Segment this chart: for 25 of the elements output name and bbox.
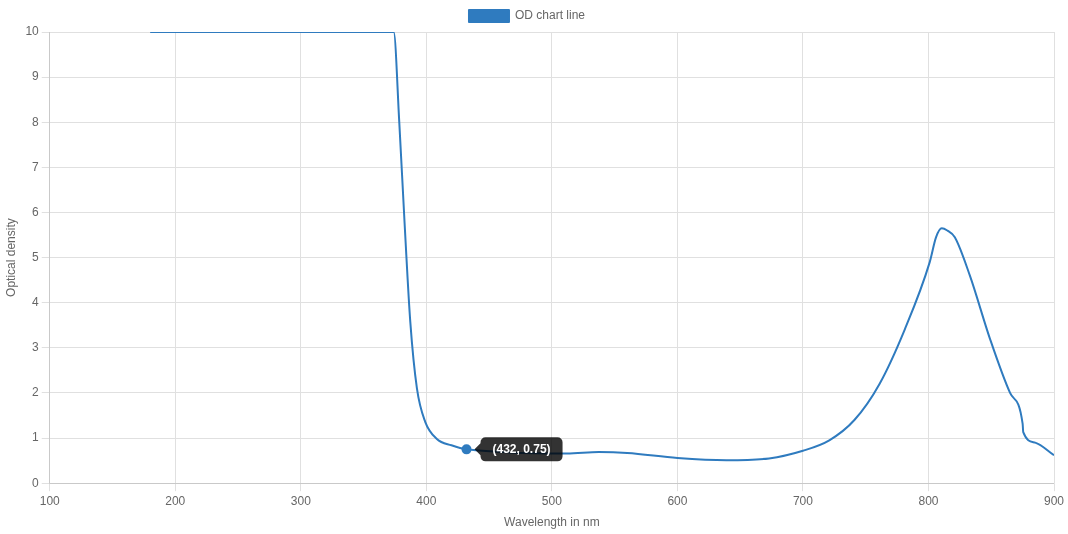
y-tick-label: 8 [32, 114, 40, 129]
x-tick-label: 700 [792, 493, 814, 508]
x-tick-label: 100 [39, 493, 61, 508]
x-tick-label: 800 [918, 493, 939, 508]
x-tick-label: 300 [290, 493, 312, 508]
y-tick-label: 2 [32, 385, 40, 400]
y-tick-label: 9 [32, 69, 40, 84]
x-tick-label: 500 [541, 493, 563, 508]
annotation: (432, 0.75) [492, 441, 551, 456]
y-axis-title: Optical density [3, 218, 18, 297]
y-tick-label: 3 [32, 340, 40, 355]
x-tick-label: 400 [416, 493, 437, 508]
x-tick-label: 600 [667, 493, 688, 508]
legend-label: OD chart line [514, 8, 586, 23]
x-axis-title: Wavelength in nm [504, 515, 600, 530]
x-tick-label: 900 [1043, 493, 1065, 508]
line-series [149, 32, 1054, 462]
y-tick-label: 0 [32, 475, 40, 490]
y-tick-label: 1 [32, 430, 40, 445]
x-tick-label: 200 [165, 493, 186, 508]
y-tick-label: 4 [32, 295, 40, 310]
y-tick-label: 10 [25, 24, 40, 39]
y-tick-label: 6 [32, 204, 40, 219]
y-tick-label: 7 [32, 159, 40, 174]
y-tick-label: 5 [32, 249, 40, 264]
